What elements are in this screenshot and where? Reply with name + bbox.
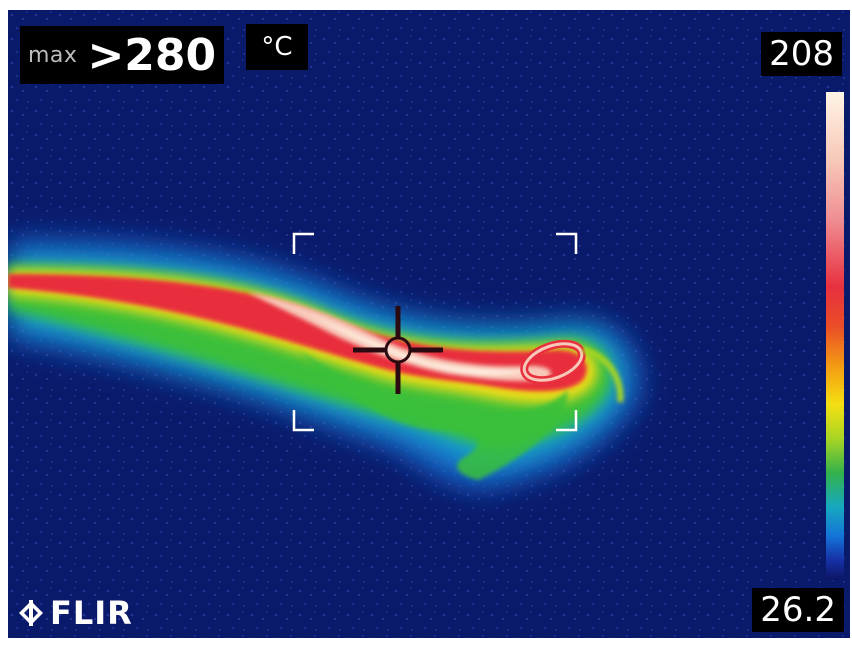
spot-crosshair [353, 306, 443, 394]
max-value: >280 [87, 29, 217, 81]
scale-min-value: 26.2 [752, 588, 844, 632]
temperature-unit: °C [246, 24, 308, 70]
heat-tool-head [520, 339, 624, 403]
max-label: max [28, 42, 78, 68]
heat-band-lower [298, 350, 568, 480]
thermal-image [8, 10, 850, 638]
logo-text: FLIR [50, 594, 133, 632]
flir-logo-icon [19, 600, 43, 626]
temperature-color-scale [826, 92, 844, 580]
thermal-image-frame: max >280 °C 208 26.2 FLIR [8, 10, 850, 638]
flir-logo: FLIR [18, 594, 133, 632]
focus-brackets [292, 232, 578, 432]
max-temperature-readout: max >280 [20, 26, 225, 84]
scale-max-value: 208 [761, 32, 842, 76]
heat-core [248, 292, 552, 381]
